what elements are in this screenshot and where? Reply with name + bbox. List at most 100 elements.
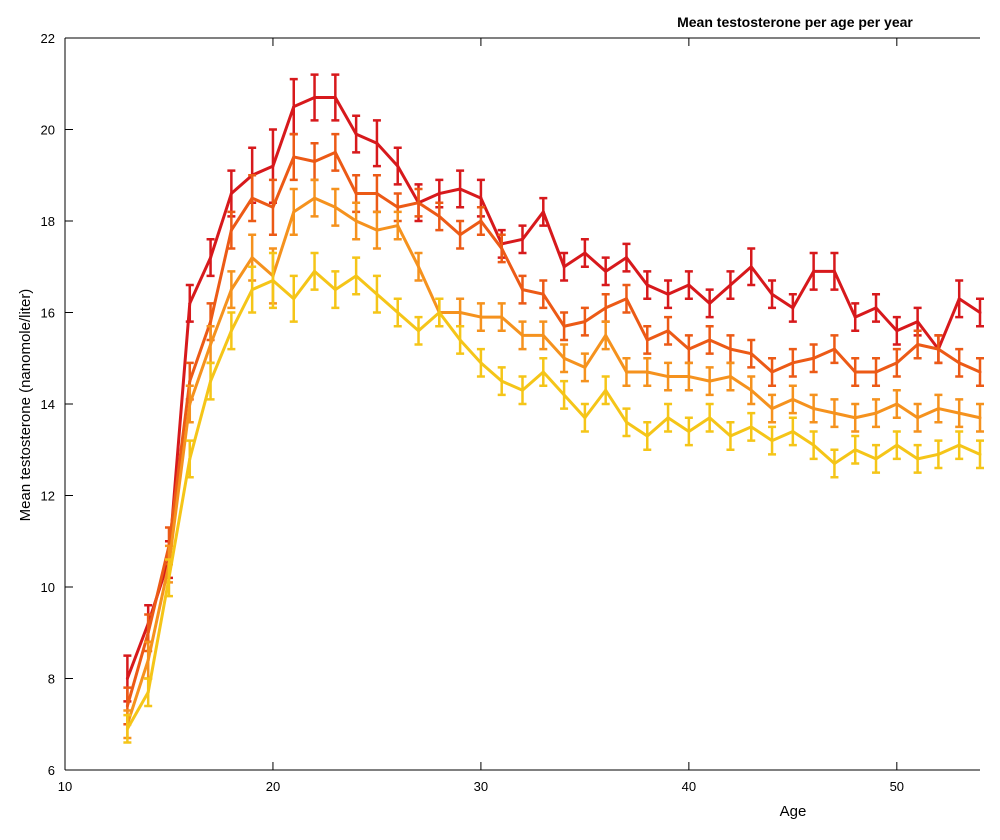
data-point	[562, 393, 566, 397]
data-point	[812, 407, 816, 411]
data-point	[645, 338, 649, 342]
data-point	[916, 343, 920, 347]
data-point	[832, 347, 836, 351]
data-point	[562, 356, 566, 360]
data-point	[292, 105, 296, 109]
data-point	[375, 292, 379, 296]
data-point	[874, 457, 878, 461]
data-point	[708, 338, 712, 342]
data-point	[333, 288, 337, 292]
data-point	[853, 416, 857, 420]
data-point	[666, 329, 670, 333]
data-point	[541, 333, 545, 337]
data-point	[978, 311, 982, 314]
data-point	[645, 434, 649, 438]
data-point	[167, 576, 171, 580]
x-tick-label: 20	[266, 779, 280, 794]
series-line-3	[125, 196, 981, 725]
data-point	[437, 214, 441, 218]
series-line-4	[126, 269, 981, 730]
data-point	[957, 411, 961, 415]
data-point	[521, 333, 524, 337]
data-point	[874, 370, 878, 374]
data-point	[604, 306, 608, 310]
data-point	[292, 155, 296, 159]
data-point	[229, 192, 233, 196]
data-point	[479, 196, 483, 200]
data-point	[271, 205, 275, 209]
data-point	[874, 411, 878, 415]
data-point	[271, 164, 275, 168]
data-point	[125, 704, 129, 708]
data-point	[604, 333, 608, 337]
y-tick-label: 18	[41, 214, 55, 229]
data-point	[916, 416, 920, 420]
data-point	[957, 297, 961, 301]
data-point	[812, 356, 816, 360]
data-point	[874, 306, 878, 310]
data-point	[666, 416, 670, 420]
x-tick-label: 40	[682, 779, 696, 794]
y-tick-label: 22	[41, 31, 55, 46]
data-point	[853, 448, 857, 452]
data-point	[583, 416, 587, 420]
data-point	[417, 265, 421, 269]
data-point	[687, 375, 691, 379]
y-tick-label: 20	[41, 123, 55, 138]
series-line-2	[125, 150, 981, 707]
x-tick-label: 50	[890, 779, 904, 794]
data-point	[728, 434, 732, 438]
data-point	[354, 219, 358, 223]
data-point	[604, 269, 608, 273]
data-point	[209, 379, 213, 383]
data-point	[791, 429, 795, 433]
data-point	[479, 219, 483, 223]
data-point	[313, 160, 317, 164]
data-point	[666, 292, 670, 296]
data-point	[500, 315, 504, 319]
x-axis-label: Age	[780, 803, 807, 820]
data-point	[936, 407, 940, 411]
data-point	[583, 251, 587, 255]
data-point	[895, 361, 899, 365]
data-point	[417, 329, 421, 333]
data-point	[250, 256, 254, 260]
data-point	[749, 425, 753, 429]
data-point	[188, 457, 192, 461]
data-point	[292, 297, 296, 301]
chart-title: Mean testosterone per age per year	[677, 14, 913, 30]
data-point	[521, 237, 524, 241]
data-point	[583, 365, 587, 369]
y-axis-label: Mean testosterone (nanomole/liter)	[17, 289, 34, 522]
data-point	[458, 233, 462, 237]
data-point	[146, 631, 150, 635]
data-point	[375, 228, 379, 232]
data-point	[354, 192, 358, 196]
data-point	[749, 352, 753, 356]
data-point	[313, 196, 317, 200]
data-point	[333, 205, 337, 209]
data-point	[624, 297, 628, 301]
data-point	[791, 306, 795, 310]
y-tick-label: 10	[41, 580, 55, 595]
data-point	[645, 370, 649, 374]
data-point	[229, 329, 233, 333]
data-point	[853, 315, 857, 319]
data-point	[666, 375, 670, 379]
data-point	[250, 288, 254, 292]
data-point	[562, 265, 566, 269]
data-point	[229, 228, 233, 232]
y-tick-label: 14	[41, 397, 55, 412]
data-point	[541, 370, 545, 374]
data-point	[396, 311, 400, 314]
data-point	[375, 192, 379, 196]
data-point	[375, 141, 379, 145]
data-point	[895, 402, 899, 406]
data-point	[313, 269, 317, 273]
y-tick-label: 8	[48, 672, 55, 687]
data-point	[832, 269, 836, 273]
data-point	[188, 301, 192, 305]
data-point	[687, 429, 691, 433]
data-point	[791, 397, 795, 401]
data-point	[978, 452, 982, 456]
